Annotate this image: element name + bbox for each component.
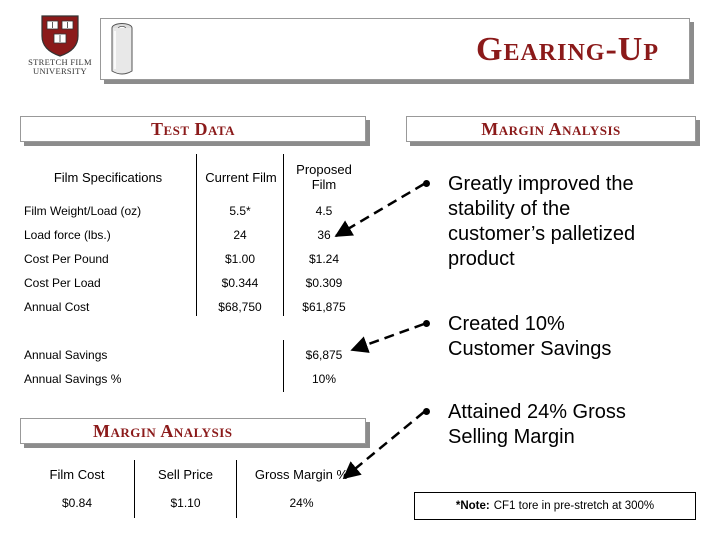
bullet-line: stability of the <box>448 198 571 220</box>
bullet-dot <box>423 320 430 327</box>
current-film-header: Current Film <box>205 169 277 185</box>
dashed-arrow <box>334 182 425 238</box>
table-cell-current: $1.00 <box>224 252 256 266</box>
gross-margin-value: 24% <box>289 496 314 510</box>
test-data-bar: Test Data <box>20 116 366 142</box>
film-roll-icon <box>111 23 133 75</box>
margin-analysis-lower-bar: Margin Analysis <box>20 418 366 444</box>
note-box: *Note: CF1 tore in pre-stretch at 300% <box>414 492 696 520</box>
dashed-arrow <box>342 411 425 480</box>
table-cell-proposed: $0.309 <box>305 276 343 290</box>
test-data-title: Test Data <box>150 119 236 139</box>
bullet-line: Greatly improved the <box>448 173 634 195</box>
film-cost-header: Film Cost <box>49 466 105 482</box>
table-cell-current: $68,750 <box>218 300 262 314</box>
bullet-line: Selling Margin <box>448 426 575 448</box>
table-cell-current: 5.5* <box>229 204 251 218</box>
logo-text-line2: UNIVERSITY <box>33 66 87 76</box>
header-banner: Gearing-Up <box>100 18 690 80</box>
table-row-label: Cost Per Load <box>24 276 101 290</box>
film-cost-value: $0.84 <box>61 496 93 510</box>
table-cell-proposed: $61,875 <box>302 300 346 314</box>
table-row-label: Load force (lbs.) <box>24 228 111 242</box>
page-title: Gearing-Up <box>476 31 659 68</box>
table-row-label: Film Weight/Load (oz) <box>24 204 142 218</box>
table-divider <box>196 154 197 316</box>
annual-savings-pct-value: 10% <box>311 372 337 386</box>
university-logo: STRETCH FILM UNIVERSITY <box>24 14 96 76</box>
table-cell-proposed: $1.24 <box>308 252 340 266</box>
table-cell-current: $0.344 <box>221 276 259 290</box>
table-divider <box>283 154 284 316</box>
margin-analysis-title: Margin Analysis <box>481 119 621 139</box>
sell-price-header: Sell Price <box>158 466 213 482</box>
table-divider <box>134 460 135 518</box>
sell-price-value: $1.10 <box>170 496 201 510</box>
margin-analysis-bar: Margin Analysis <box>406 116 696 142</box>
university-shield-icon <box>40 14 80 58</box>
bullet-line: customer’s palletized <box>448 223 636 245</box>
table-cell-proposed: 36 <box>317 228 331 242</box>
film-specifications-header: Film Specifications <box>53 169 163 185</box>
table-row-label: Cost Per Pound <box>24 252 109 266</box>
note-label: *Note: <box>455 500 490 512</box>
table-cell-current: 24 <box>233 228 247 242</box>
annual-savings-label: Annual Savings <box>24 348 108 362</box>
table-divider <box>283 340 284 392</box>
bullet-dot <box>423 180 430 187</box>
gross-margin-header: Gross Margin % <box>254 466 349 482</box>
logo-text-line1: STRETCH FILM <box>28 57 92 67</box>
dashed-arrow <box>350 322 425 353</box>
bullet-dot <box>423 408 430 415</box>
bullet-line: Customer Savings <box>448 338 612 360</box>
bullet-item-savings: Created 10% Customer Savings <box>448 312 698 362</box>
table-cell-proposed: 4.5 <box>315 204 333 218</box>
bullet-item-stability: Greatly improved the stability of the cu… <box>448 172 698 272</box>
bullet-line: Attained 24% Gross <box>448 401 626 423</box>
table-row-label: Annual Cost <box>24 300 90 314</box>
note-text: CF1 tore in pre-stretch at 300% <box>493 500 655 512</box>
table-divider <box>236 460 237 518</box>
bullet-line: Created 10% <box>448 313 565 335</box>
proposed-film-header: Proposed Film <box>296 162 352 192</box>
bullet-line: product <box>448 248 515 270</box>
bullet-item-margin: Attained 24% Gross Selling Margin <box>448 400 698 450</box>
annual-savings-value: $6,875 <box>305 348 343 362</box>
annual-savings-pct-label: Annual Savings % <box>24 372 122 386</box>
margin-analysis-lower-title: Margin Analysis <box>93 421 233 441</box>
